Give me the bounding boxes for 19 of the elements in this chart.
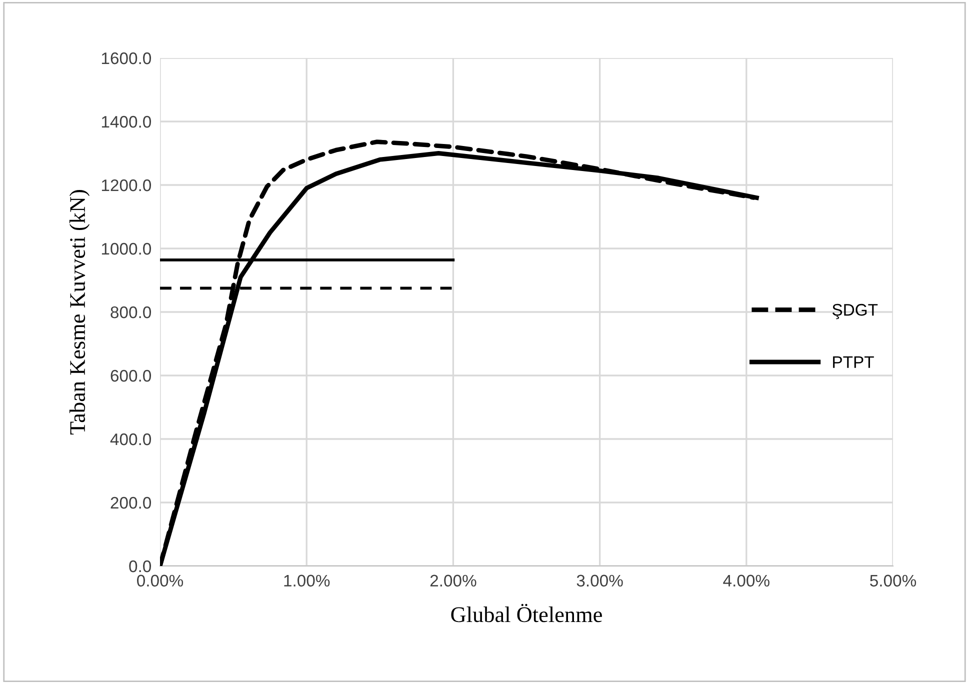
x-axis-title: Glubal Ötelenme xyxy=(451,604,602,622)
y-tick-label: 200.0 xyxy=(110,496,152,509)
legend-label: ŞDGT xyxy=(832,304,878,320)
y-tick-label: 1600.0 xyxy=(102,52,152,64)
x-tick-label: 1.00% xyxy=(284,574,330,587)
x-tick-label: 4.00% xyxy=(723,574,770,587)
x-tick-label: 2.00% xyxy=(430,574,476,587)
y-tick-label: 800.0 xyxy=(110,306,152,318)
y-tick-label: 0.0 xyxy=(129,560,152,572)
x-tick-label: 5.00% xyxy=(870,574,916,587)
x-tick-label: 3.00% xyxy=(576,574,623,587)
y-tick-label: 1200.0 xyxy=(102,179,152,192)
y-tick-label: 1000.0 xyxy=(102,242,152,255)
x-tick-label: 0.00% xyxy=(137,574,184,587)
y-axis-title: Taban Kesme Kuvveti (kN) xyxy=(69,190,90,435)
y-tick-label: 600.0 xyxy=(110,370,152,382)
y-tick-label: 1400.0 xyxy=(102,116,152,128)
legend-label: PTPT xyxy=(833,356,874,368)
y-tick-label: 400.0 xyxy=(110,433,152,446)
